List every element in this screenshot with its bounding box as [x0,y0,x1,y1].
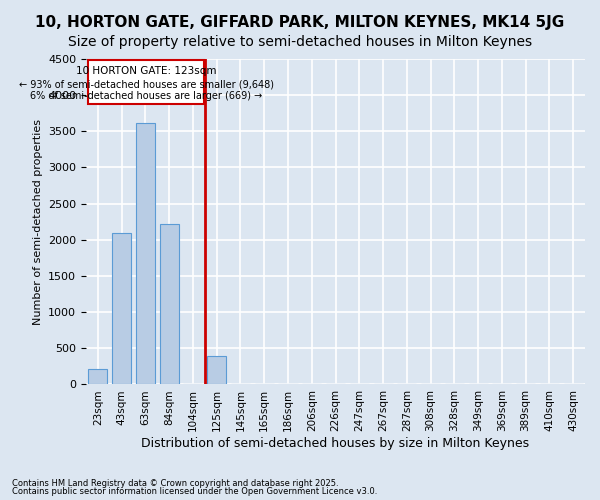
Text: Size of property relative to semi-detached houses in Milton Keynes: Size of property relative to semi-detach… [68,35,532,49]
Text: 10, HORTON GATE, GIFFARD PARK, MILTON KEYNES, MK14 5JG: 10, HORTON GATE, GIFFARD PARK, MILTON KE… [35,15,565,30]
Bar [88,368,107,384]
Y-axis label: Number of semi-detached properties: Number of semi-detached properties [32,118,43,324]
Text: 6% of semi-detached houses are larger (669) →: 6% of semi-detached houses are larger (6… [31,91,263,101]
Bar [207,356,226,384]
Bar [160,224,179,384]
Bar [136,122,155,384]
FancyBboxPatch shape [88,60,203,104]
Text: ← 93% of semi-detached houses are smaller (9,648): ← 93% of semi-detached houses are smalle… [19,80,274,90]
Bar [112,232,131,384]
Text: Contains HM Land Registry data © Crown copyright and database right 2025.: Contains HM Land Registry data © Crown c… [12,478,338,488]
Text: 10 HORTON GATE: 123sqm: 10 HORTON GATE: 123sqm [76,66,217,76]
Text: Contains public sector information licensed under the Open Government Licence v3: Contains public sector information licen… [12,487,377,496]
X-axis label: Distribution of semi-detached houses by size in Milton Keynes: Distribution of semi-detached houses by … [142,437,530,450]
